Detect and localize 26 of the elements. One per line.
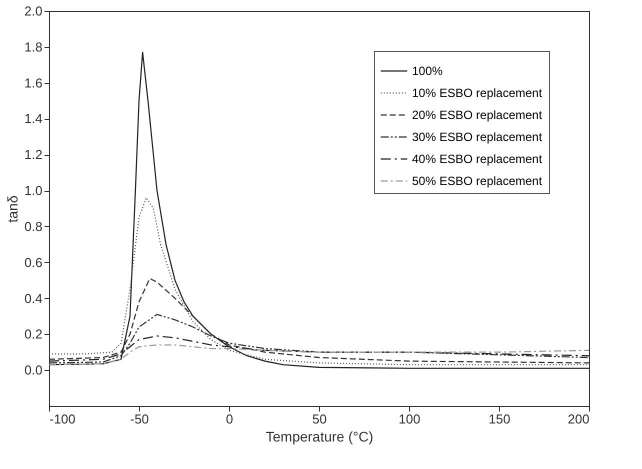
legend-label: 100% xyxy=(412,64,444,78)
y-tick-label: 1.0 xyxy=(24,183,42,198)
legend-label: 40% ESBO replacement xyxy=(412,152,543,166)
legend-label: 20% ESBO replacement xyxy=(412,108,543,122)
x-tick-label: -50 xyxy=(130,412,149,426)
legend-label: 50% ESBO replacement xyxy=(412,174,543,188)
x-tick-label: 0 xyxy=(226,412,234,426)
x-axis-title: Temperature (°C) xyxy=(266,428,374,444)
y-tick-label: 0.2 xyxy=(24,326,42,342)
y-tick-label: 1.6 xyxy=(24,75,42,90)
y-tick-label: 2.0 xyxy=(24,4,42,18)
y-tick-label: 0.0 xyxy=(24,362,42,378)
x-tick-label: -100 xyxy=(50,412,76,426)
x-tick-label: 150 xyxy=(488,412,510,426)
legend-label: 30% ESBO replacement xyxy=(412,130,543,144)
x-tick-label: 100 xyxy=(398,412,420,426)
y-tick-label: 0.6 xyxy=(24,254,42,270)
legend-label: 10% ESBO replacement xyxy=(412,86,543,100)
x-tick-label: 50 xyxy=(312,412,327,426)
y-tick-label: 1.8 xyxy=(24,39,42,54)
y-axis-title: tanδ xyxy=(4,195,20,223)
y-tick-label: 0.8 xyxy=(24,218,42,234)
y-tick-label: 1.2 xyxy=(24,147,42,162)
x-tick-label: 200 xyxy=(568,412,590,426)
y-tick-label: 1.4 xyxy=(24,111,42,126)
y-tick-label: 0.4 xyxy=(24,290,42,306)
